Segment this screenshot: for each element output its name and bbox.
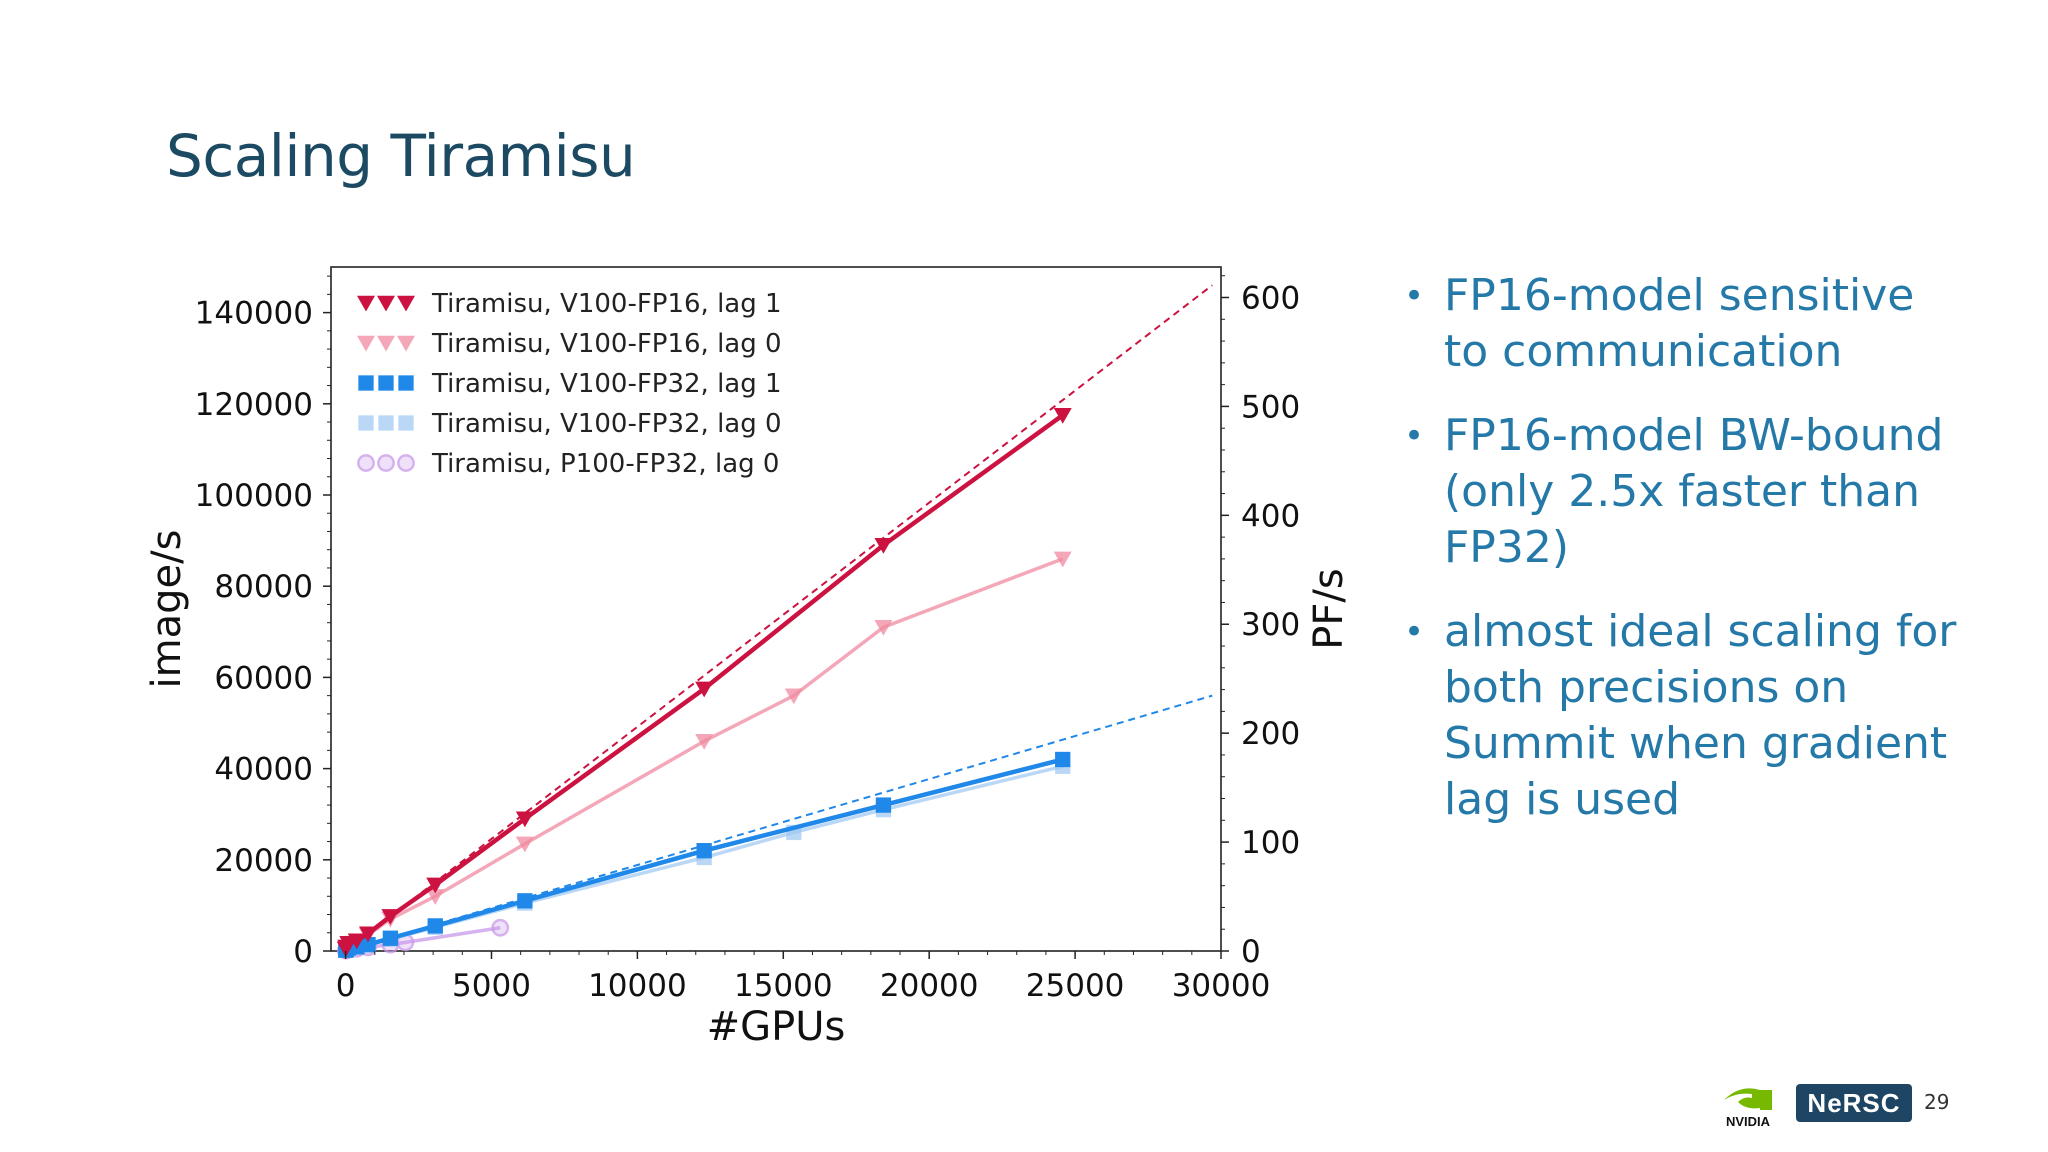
x-tick-label: 0	[336, 968, 356, 1004]
data-point-circle	[491, 918, 510, 937]
bullet-item: • almost ideal scaling for both precision…	[1400, 604, 1960, 828]
legend: Tiramisu, V100-FP16, lag 1 Tiramisu, V100…	[357, 289, 782, 479]
data-point-triangle	[515, 836, 534, 853]
x-tick-label: 5000	[452, 968, 531, 1004]
ideal-scaling-line	[344, 284, 1213, 952]
legend-label: Tiramisu, V100-FP32, lag 1	[431, 369, 782, 399]
y-tick-label: 0	[293, 934, 313, 970]
bullet-text: FP16-model sensitive to communication	[1444, 270, 1915, 377]
x-tick-label: 30000	[1172, 968, 1271, 1004]
legend-entry: Tiramisu, V100-FP16, lag 0	[357, 329, 782, 359]
data-point-square	[398, 415, 414, 431]
legend-entry: Tiramisu, V100-FP32, lag 1	[358, 369, 782, 399]
data-point-triangle	[515, 811, 534, 828]
footer-logos: NVIDIA NeRSC 29	[1716, 1078, 1976, 1128]
data-point-triangle	[377, 335, 395, 352]
x-tick-label: 10000	[588, 968, 687, 1004]
data-point-triangle	[377, 295, 395, 312]
y2-tick-label: 600	[1241, 280, 1300, 316]
data-point-square	[358, 415, 374, 431]
data-point-square	[382, 930, 399, 946]
series-layer	[336, 408, 1072, 960]
nvidia-logo-icon: NVIDIA	[1724, 1088, 1772, 1128]
data-point-square	[378, 415, 394, 431]
data-point-triangle	[1053, 551, 1072, 568]
x-axis-label: #GPUs	[707, 1004, 846, 1050]
y-tick-label: 80000	[214, 569, 313, 605]
bullet-text: almost ideal scaling for both precisions…	[1444, 606, 1957, 825]
data-point-triangle	[357, 295, 375, 312]
y2-tick-label: 500	[1241, 389, 1300, 425]
data-point-circle	[377, 454, 395, 472]
data-point-triangle	[695, 681, 714, 698]
data-point-triangle	[426, 877, 445, 894]
y2-tick-label: 400	[1241, 498, 1300, 534]
y-tick-label: 140000	[195, 296, 313, 332]
slide-title: Scaling Tiramisu	[166, 122, 636, 190]
bullet-item: • FP16-model sensitive to communication	[1400, 268, 1960, 380]
bullet-dot-icon: •	[1404, 612, 1425, 652]
data-point-triangle	[874, 620, 893, 636]
data-point-square	[517, 893, 533, 909]
series-group	[336, 408, 1072, 958]
y2-axis-label: PF/s	[1306, 568, 1352, 649]
data-point-triangle	[695, 734, 714, 750]
legend-entry: Tiramisu, P100-FP32, lag 0	[357, 449, 779, 479]
data-point-triangle	[1053, 408, 1072, 424]
data-point-square	[398, 375, 414, 391]
data-point-triangle	[397, 295, 415, 312]
bullet-dot-icon: •	[1404, 416, 1425, 456]
legend-label: Tiramisu, V100-FP32, lag 0	[431, 409, 782, 439]
x-tick-label: 20000	[880, 968, 979, 1004]
y-tick-label: 120000	[195, 387, 313, 423]
bullet-text: FP16-model BW-bound (only 2.5x faster th…	[1444, 410, 1944, 573]
nersc-logo: NeRSC	[1796, 1084, 1912, 1122]
data-point-triangle	[381, 909, 400, 925]
y-tick-label: 20000	[214, 843, 313, 879]
nvidia-wordmark: NVIDIA	[1726, 1114, 1771, 1128]
y2-tick-label: 300	[1241, 607, 1300, 643]
legend-entry: Tiramisu, V100-FP32, lag 0	[358, 409, 782, 439]
y-tick-label: 100000	[195, 478, 313, 514]
data-point-square	[1055, 751, 1071, 768]
data-point-square	[360, 936, 376, 953]
y2-tick-label: 200	[1241, 716, 1300, 752]
y2-tick-label: 0	[1241, 934, 1261, 970]
legend-label: Tiramisu, V100-FP16, lag 0	[431, 329, 782, 359]
legend-label: Tiramisu, P100-FP32, lag 0	[431, 449, 779, 479]
legend-entry: Tiramisu, V100-FP16, lag 1	[357, 289, 782, 319]
data-point-triangle	[359, 926, 378, 943]
data-point-triangle	[874, 537, 893, 554]
data-point-square	[358, 375, 374, 391]
data-point-circle	[397, 454, 415, 472]
data-point-square	[378, 375, 394, 391]
data-point-triangle	[426, 889, 445, 905]
data-point-triangle	[347, 933, 366, 950]
y-tick-label: 60000	[214, 660, 313, 696]
x-tick-label: 25000	[1026, 968, 1125, 1004]
y-tick-label: 40000	[214, 752, 313, 788]
axes-layer: 0 5000 10000 15000 20000 25000 300000200004000…	[195, 275, 1300, 1004]
page-number: 29	[1924, 1090, 1950, 1114]
y-axis-label: image/s	[144, 530, 190, 689]
x-tick-label: 15000	[734, 968, 833, 1004]
bullet-list: • FP16-model sensitive to communication •…	[1400, 268, 1960, 856]
bullet-dot-icon: •	[1404, 276, 1425, 316]
data-point-square	[875, 797, 892, 813]
data-point-square	[696, 843, 712, 859]
legend-label: Tiramisu, V100-FP16, lag 1	[431, 289, 782, 319]
data-point-triangle	[357, 335, 375, 352]
data-point-triangle	[397, 335, 415, 352]
y2-tick-label: 100	[1241, 825, 1300, 861]
data-point-square	[427, 918, 443, 934]
data-point-circle	[357, 454, 375, 472]
bullet-item: • FP16-model BW-bound (only 2.5x faster t…	[1400, 408, 1960, 576]
data-point-triangle	[784, 688, 803, 705]
